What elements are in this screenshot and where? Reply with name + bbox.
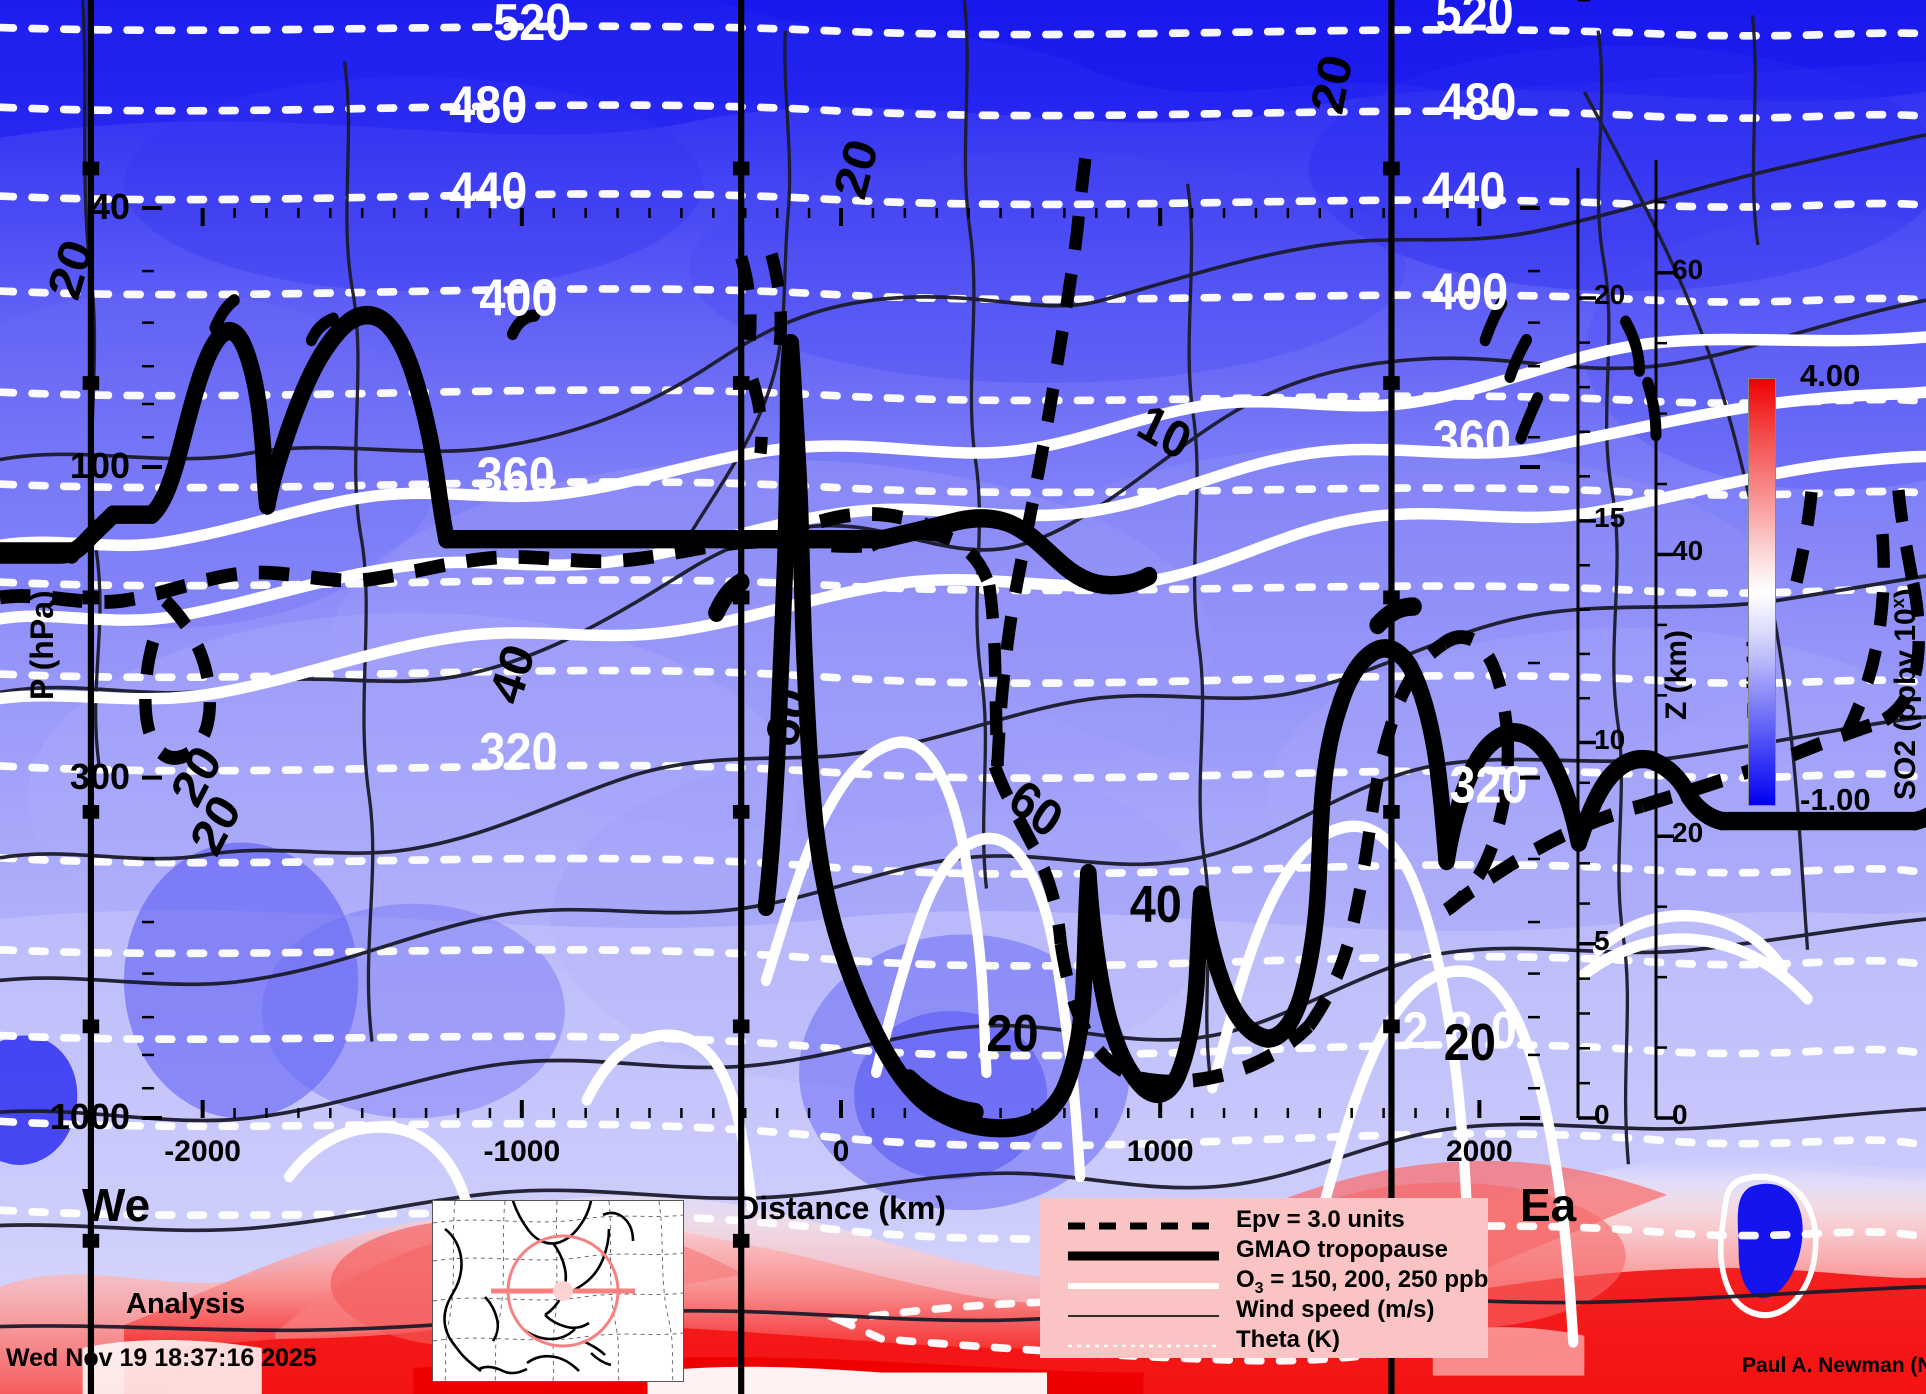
- legend-label: Theta (K): [1236, 1326, 1340, 1353]
- z-km-tick-label: 15: [1594, 501, 1626, 533]
- legend-item: GMAO tropopause: [1056, 1236, 1488, 1266]
- x-axis-tick-label: -2000: [164, 1135, 241, 1168]
- inset-map-svg: [433, 1201, 683, 1381]
- y-axis-tick-label: 100: [69, 445, 130, 487]
- z-kft-tick-label: 40: [1672, 535, 1704, 567]
- svg-text:480: 480: [449, 76, 527, 134]
- z-km-tick-label: 0: [1594, 1099, 1610, 1130]
- legend-swatch-thin-dotted-white: [1066, 1339, 1221, 1358]
- x-axis-tick-label: 2000: [1445, 1135, 1513, 1168]
- legend-item: Wind speed (m/s): [1056, 1296, 1488, 1326]
- author-credit: Paul A. Newman (NASA: [1742, 1354, 1926, 1377]
- colorbar-axis-label: SO2 (ppbv 10x): [1888, 588, 1923, 800]
- x-axis-tick-label: 1000: [1126, 1135, 1194, 1168]
- legend-item: Theta (K): [1056, 1326, 1488, 1356]
- colorbar-max-label: 4.00: [1800, 358, 1861, 393]
- legend-label: O3 = 150, 200, 250 ppb: [1236, 1266, 1488, 1298]
- z-km-tick-label: 5: [1594, 924, 1610, 956]
- x-axis-tick-label: 0: [832, 1135, 850, 1168]
- legend-item: Epv = 3.0 units: [1056, 1206, 1488, 1236]
- legend-label-pre: O: [1236, 1266, 1255, 1293]
- y-axis-title: P (hPa): [24, 590, 60, 700]
- z-kft-tick-label: 20: [1672, 817, 1704, 849]
- svg-text:520: 520: [493, 47, 571, 51]
- colorbar-label-pre: SO2 (ppbv 10: [1889, 608, 1922, 800]
- analysis-label: Analysis: [126, 1288, 246, 1320]
- svg-text:360: 360: [477, 447, 555, 505]
- legend-label: GMAO tropopause: [1236, 1236, 1449, 1263]
- legend-label-post: = 150, 200, 250 ppb: [1263, 1266, 1489, 1293]
- legend-swatch-thick-dashed-black: [1066, 1219, 1221, 1238]
- legend-swatch-thin-solid-black: [1066, 1309, 1221, 1328]
- west-endpoint-label: We: [82, 1179, 151, 1231]
- legend-label: Wind speed (m/s): [1236, 1296, 1435, 1323]
- colorbar-min-label: -1.00: [1800, 782, 1871, 817]
- y-axis-tick-label: 1000: [49, 1096, 130, 1137]
- colorbar-label-post: ): [1889, 588, 1922, 599]
- generation-timestamp: Wed Nov 19 18:37:16 2025: [6, 1344, 317, 1372]
- legend-item: O3 = 150, 200, 250 ppb: [1056, 1266, 1488, 1298]
- svg-text:20: 20: [1301, 50, 1363, 119]
- colorbar-label-superscript: x: [1888, 598, 1908, 609]
- colorbar[interactable]: [1748, 378, 1776, 806]
- svg-text:40: 40: [1130, 876, 1182, 934]
- y-axis-tick-label: 40: [89, 186, 130, 227]
- legend-label-subscript: 3: [1254, 1279, 1264, 1297]
- legend-label: Epv = 3.0 units: [1236, 1206, 1405, 1233]
- inset-location-map[interactable]: [432, 1200, 684, 1382]
- east-endpoint-label: Ea: [1520, 1179, 1577, 1231]
- legend-box: Epv = 3.0 units GMAO tropopause O3 = 150, …: [1040, 1198, 1488, 1358]
- z-km-tick-label: 20: [1594, 279, 1626, 311]
- svg-text:320: 320: [479, 723, 557, 781]
- z-km-tick-label: 10: [1594, 723, 1626, 755]
- z-km-axis-title: Z (km): [1660, 630, 1693, 720]
- x-axis-title: Distance (km): [736, 1190, 946, 1226]
- x-axis-tick-label: -1000: [483, 1135, 561, 1168]
- svg-text:440: 440: [449, 162, 527, 220]
- z-kft-tick-label: 60: [1672, 253, 1704, 285]
- y-axis-tick-label: 300: [69, 755, 130, 797]
- legend-swatch-thick-solid-black: [1066, 1249, 1221, 1268]
- legend-swatch-thick-solid-white: [1066, 1279, 1221, 1298]
- z-kft-tick-label: 0: [1672, 1099, 1688, 1130]
- svg-text:400: 400: [479, 269, 557, 327]
